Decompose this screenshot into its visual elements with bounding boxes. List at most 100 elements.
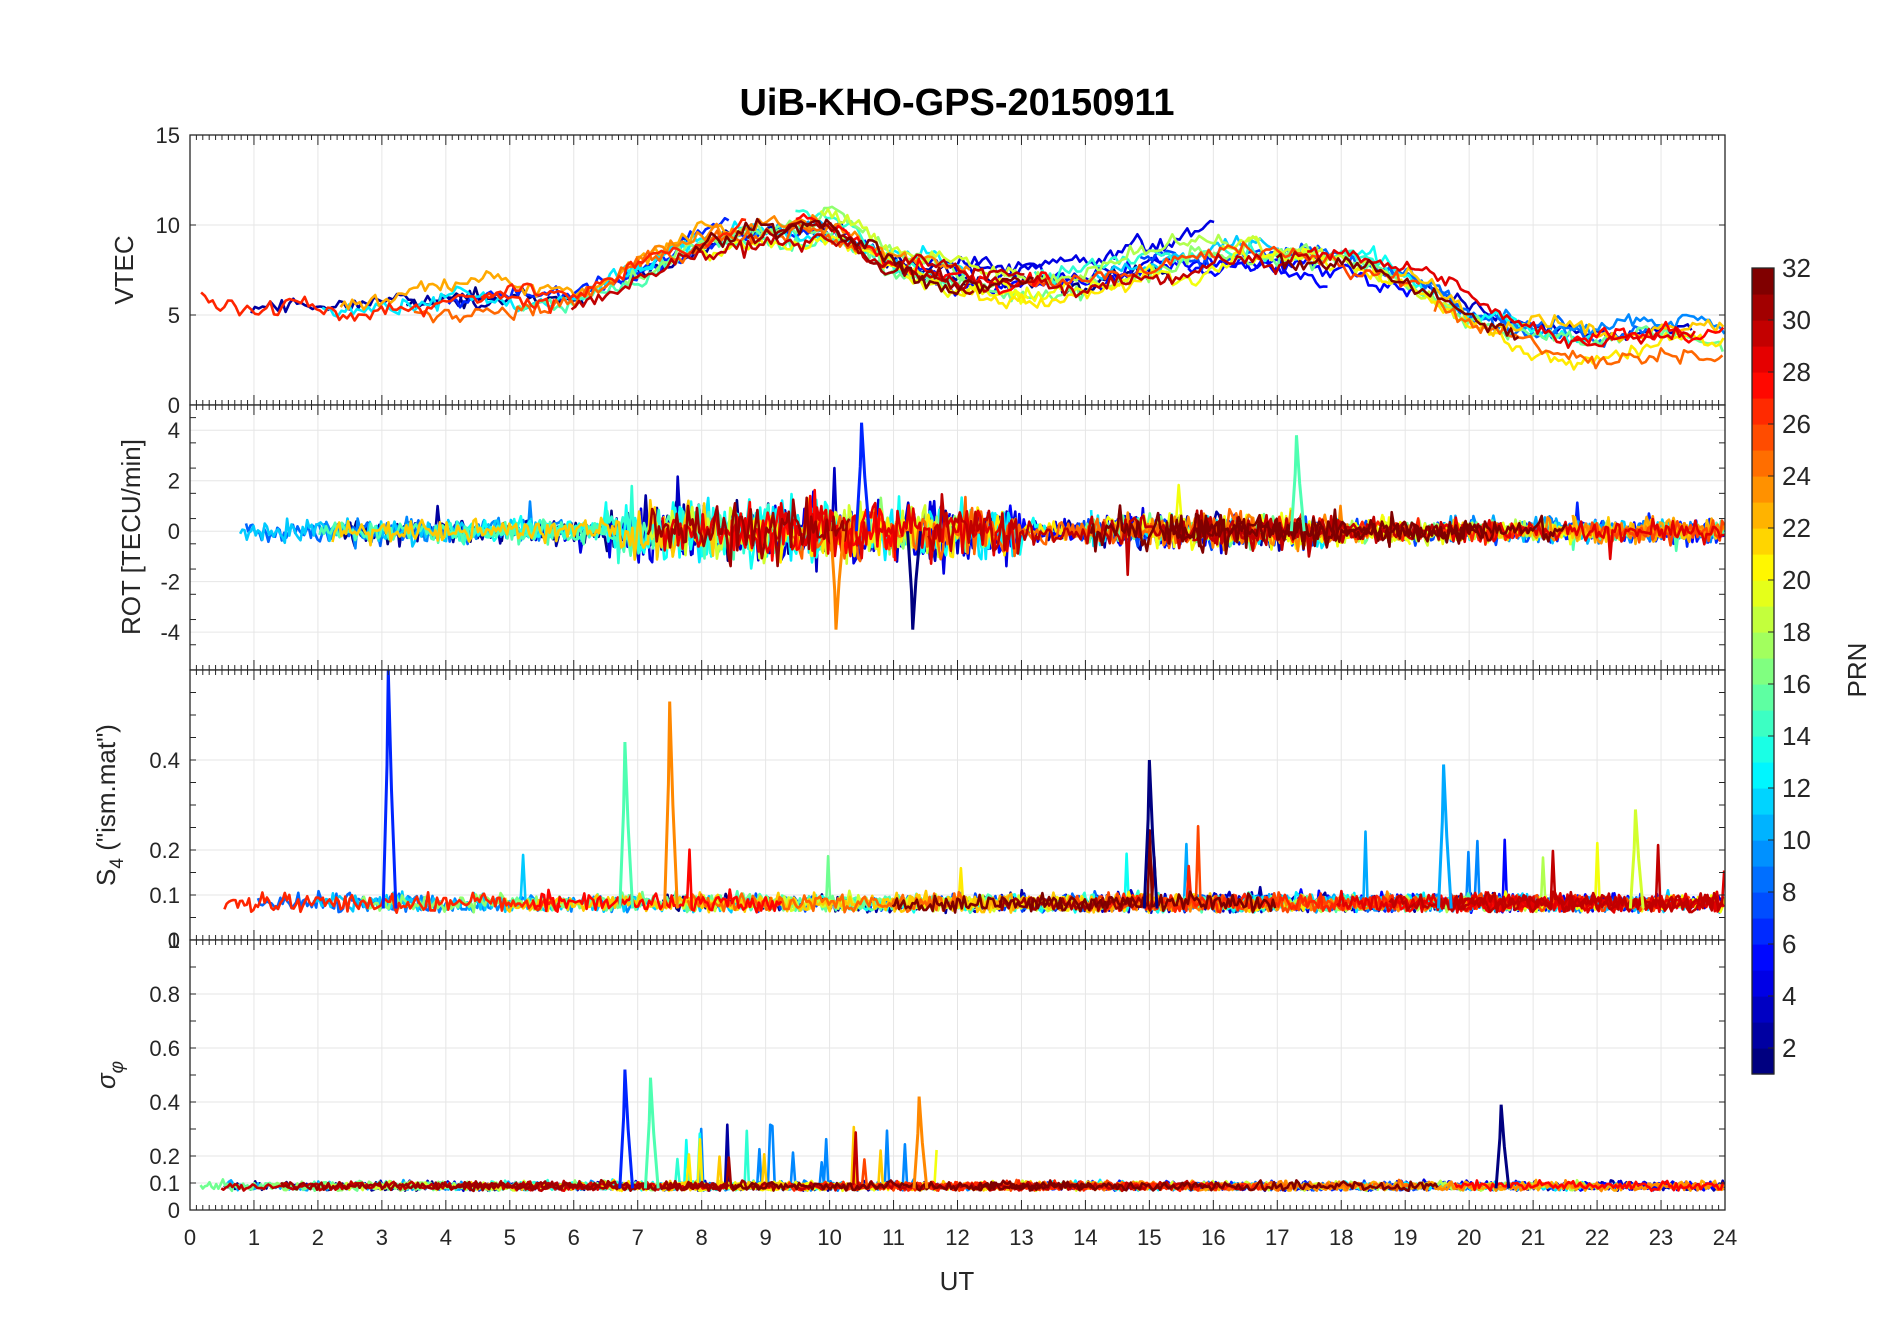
x-tick-label: 3 [376, 1225, 388, 1250]
x-tick-label: 7 [632, 1225, 644, 1250]
colorbar-segment [1752, 320, 1774, 347]
colorbar-segment [1752, 294, 1774, 321]
series-line-prn-30 [1388, 890, 1725, 914]
x-tick-label: 13 [1009, 1225, 1033, 1250]
colorbar-tick-label: 18 [1782, 617, 1811, 647]
peak-mark [381, 670, 398, 909]
colorbar-segment [1752, 346, 1774, 373]
series-line-prn-30 [570, 233, 1025, 311]
peak-mark [1628, 809, 1645, 909]
x-tick-label: 0 [184, 1225, 196, 1250]
colorbar-tick-label: 24 [1782, 461, 1811, 491]
series-line-prn-32 [1089, 504, 1493, 554]
vtec-ylabel: VTEC [109, 235, 139, 304]
colorbar-segment [1752, 814, 1774, 841]
series-line-prn-32 [1275, 253, 1520, 341]
series-line-prn-31 [646, 496, 851, 568]
series-line-prn-31 [455, 1156, 779, 1193]
colorbar-segment [1752, 788, 1774, 815]
x-tick-label: 11 [882, 1225, 905, 1250]
colorbar-segment [1752, 632, 1774, 659]
colorbar-tick-label: 30 [1782, 305, 1811, 335]
x-tick-label: 12 [945, 1225, 969, 1250]
series-line-prn-28 [795, 213, 1051, 296]
series-line-prn-28 [1572, 320, 1725, 345]
colorbar-segment [1752, 970, 1774, 997]
colorbar-tick-label: 28 [1782, 357, 1811, 387]
colorbar-segment [1752, 398, 1774, 425]
x-tick-label: 15 [1137, 1225, 1161, 1250]
x-tick-label: 6 [568, 1225, 580, 1250]
series-group [223, 670, 1725, 915]
series-line-prn-20 [968, 247, 1335, 304]
sigma-phi-ylabel: σφ [91, 1061, 128, 1089]
x-tick-label: 18 [1329, 1225, 1353, 1250]
colorbar-segment [1752, 502, 1774, 529]
series-group [199, 1069, 1725, 1193]
x-tick-label: 8 [696, 1225, 708, 1250]
colorbar-segment [1752, 736, 1774, 763]
colorbar-segment [1752, 918, 1774, 945]
y-tick-label: 4 [168, 418, 180, 443]
colorbar-segment [1752, 424, 1774, 451]
y-tick-label: 0.1 [149, 1171, 180, 1196]
series-line-prn-30 [917, 250, 1312, 299]
x-tick-label: 9 [760, 1225, 772, 1250]
colorbar-segment [1752, 892, 1774, 919]
series-line-prn-24 [635, 214, 971, 274]
colorbar-segment [1752, 268, 1774, 295]
series-line-prn-32 [891, 829, 1277, 914]
peak-mark [912, 1096, 929, 1189]
series-line-prn-30 [1441, 843, 1724, 914]
y-tick-label: 0.4 [149, 1090, 180, 1115]
series-line-prn-5 [896, 254, 1328, 297]
y-tick-label: 0.1 [149, 883, 180, 908]
peak-mark [906, 531, 922, 630]
colorbar-segment [1752, 1048, 1774, 1075]
series-line-prn-27 [480, 218, 747, 301]
y-tick-label: 0.4 [149, 748, 180, 773]
x-tick-label: 19 [1393, 1225, 1417, 1250]
colorbar-segment [1752, 476, 1774, 503]
figure-title: UiB-KHO-GPS-20150911 [739, 82, 1174, 124]
x-axis-ticks: 0 1 2 3 4 5 6 7 8 9 10 11 12 13 14 15 16 17 18 19 20 21 22 23 24 [184, 1225, 1737, 1250]
colorbar-segment [1752, 1022, 1774, 1049]
peak-mark [854, 422, 871, 532]
x-tick-label: 2 [312, 1225, 324, 1250]
series-line-prn-27 [223, 890, 562, 915]
colorbar-tick-label: 8 [1782, 877, 1796, 907]
x-tick-label: 17 [1265, 1225, 1289, 1250]
y-tick-label: 15 [156, 123, 180, 148]
rot-ylabel: ROT [TECU/min] [116, 439, 146, 635]
x-tick-label: 5 [504, 1225, 516, 1250]
y-tick-label: 1 [168, 928, 180, 953]
colorbar-segment [1752, 450, 1774, 477]
colorbar-tick-label: 26 [1782, 409, 1811, 439]
y-tick-label: -2 [160, 570, 180, 595]
x-tick-label: 20 [1457, 1225, 1481, 1250]
tick-marks [189, 939, 1726, 1211]
colorbar-segment [1752, 684, 1774, 711]
series-group [238, 422, 1725, 630]
tick-marks [189, 669, 1726, 941]
tick-marks [189, 405, 1726, 671]
colorbar-tick-label: 20 [1782, 565, 1811, 595]
y-tick-label: 0.6 [149, 1036, 180, 1061]
x-tick-label: 1 [248, 1225, 260, 1250]
peak-mark [1494, 1104, 1511, 1189]
x-tick-label: 16 [1201, 1225, 1225, 1250]
colorbar-segment [1752, 710, 1774, 737]
x-tick-label: 10 [817, 1225, 841, 1250]
sigma-phi-panel: 00.10.2 0.4 0.6 0.8 [149, 939, 1726, 1223]
peak-mark [1289, 435, 1306, 532]
series-line-prn-28 [1453, 1179, 1725, 1193]
vtec-panel: 0 5 10 15 [156, 123, 1726, 418]
series-line-prn-19 [1221, 235, 1453, 308]
y-tick-label: 0 [168, 393, 180, 418]
y-tick-label: 10 [156, 213, 180, 238]
peak-mark [618, 1069, 635, 1189]
x-tick-label: 24 [1713, 1225, 1737, 1250]
series-line-prn-17 [360, 891, 578, 914]
colorbar-tick-label: 14 [1782, 721, 1811, 751]
